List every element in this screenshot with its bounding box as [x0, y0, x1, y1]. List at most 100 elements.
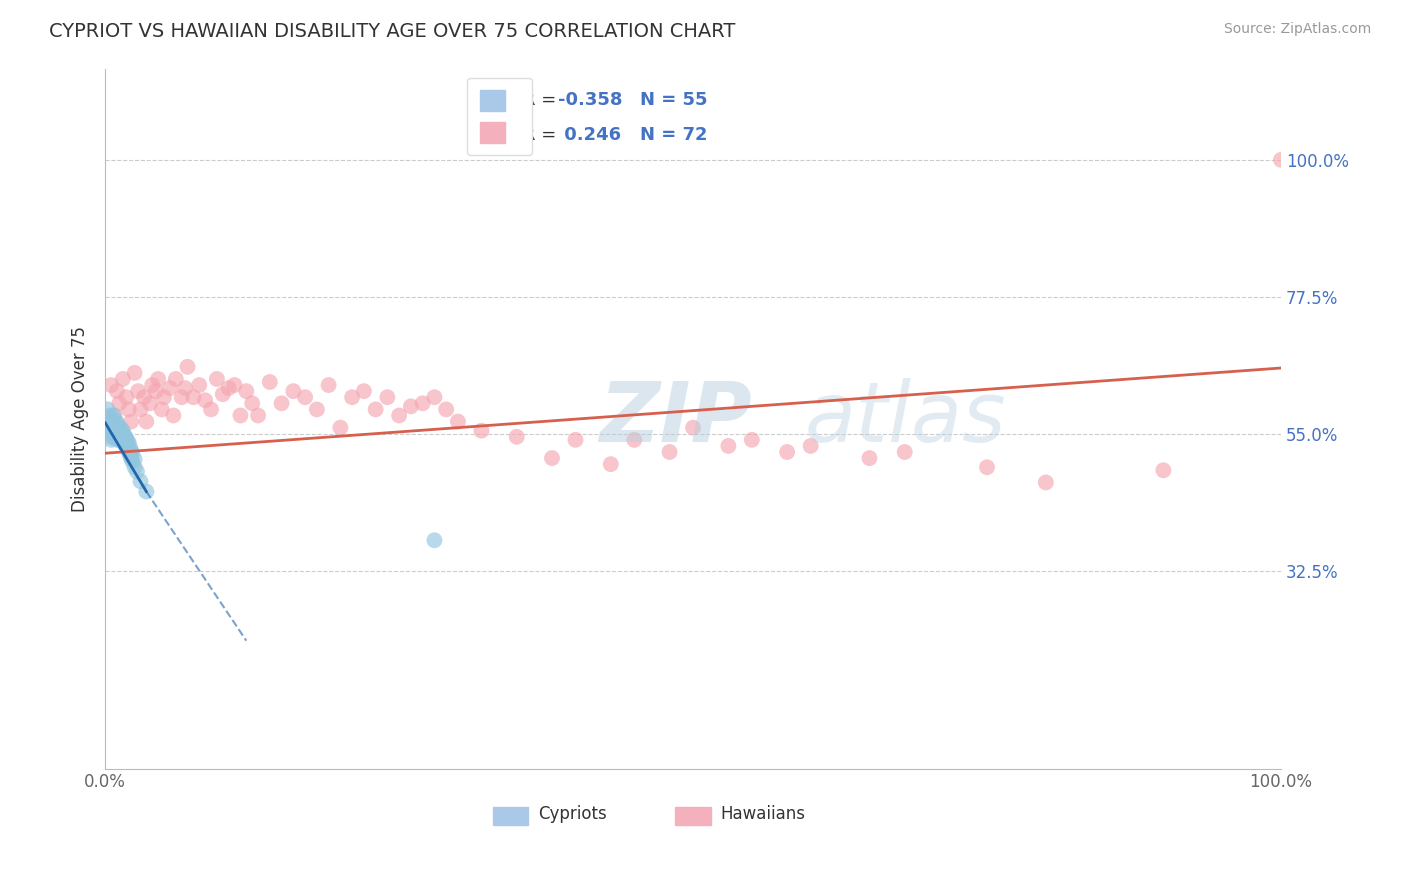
Point	[115, 440, 138, 454]
Point	[104, 420, 127, 434]
Point	[139, 396, 162, 410]
Point	[124, 452, 146, 467]
Point	[447, 415, 470, 429]
Point	[111, 434, 134, 448]
Point	[682, 420, 704, 434]
Point	[141, 378, 163, 392]
Point	[423, 390, 446, 404]
Point	[434, 402, 457, 417]
Point	[340, 390, 363, 404]
Point	[135, 415, 157, 429]
Point	[115, 432, 138, 446]
Point	[101, 420, 124, 434]
Point	[377, 390, 399, 404]
Point	[111, 425, 134, 440]
Point	[506, 430, 529, 444]
Point	[541, 451, 564, 466]
Point	[176, 359, 198, 374]
Point	[399, 400, 422, 414]
Point	[117, 442, 139, 456]
Point	[125, 465, 148, 479]
Point	[117, 434, 139, 448]
Text: CYPRIOT VS HAWAIIAN DISABILITY AGE OVER 75 CORRELATION CHART: CYPRIOT VS HAWAIIAN DISABILITY AGE OVER …	[49, 22, 735, 41]
FancyBboxPatch shape	[494, 807, 529, 824]
Point	[658, 445, 681, 459]
Point	[108, 422, 131, 436]
Point	[101, 411, 124, 425]
Point	[174, 381, 197, 395]
Point	[205, 372, 228, 386]
Point	[97, 420, 120, 434]
Point	[100, 415, 122, 429]
Text: ZIP: ZIP	[599, 378, 752, 459]
Point	[1152, 463, 1174, 477]
Point	[118, 448, 141, 462]
Point	[100, 433, 122, 447]
Point	[100, 378, 122, 392]
Point	[162, 409, 184, 423]
Point	[776, 445, 799, 459]
Point	[121, 446, 143, 460]
Point	[470, 424, 492, 438]
Point	[97, 402, 120, 417]
Point	[423, 533, 446, 548]
Point	[717, 439, 740, 453]
Point	[388, 409, 411, 423]
Point	[104, 415, 127, 429]
Point	[104, 430, 127, 444]
Point	[114, 430, 136, 444]
Point	[364, 402, 387, 417]
Point	[1270, 153, 1292, 167]
Point	[103, 426, 125, 441]
Text: 0.246: 0.246	[558, 126, 621, 144]
Text: -0.358: -0.358	[558, 91, 623, 109]
Point	[976, 460, 998, 475]
Point	[110, 420, 132, 434]
Point	[800, 439, 823, 453]
Point	[132, 390, 155, 404]
Point	[283, 384, 305, 398]
Point	[104, 409, 127, 423]
Point	[165, 372, 187, 386]
Point	[124, 460, 146, 475]
Point	[318, 378, 340, 392]
Point	[150, 402, 173, 417]
Point	[858, 451, 880, 466]
Point	[118, 445, 141, 459]
Point	[229, 409, 252, 423]
Point	[105, 424, 128, 438]
FancyBboxPatch shape	[675, 807, 710, 824]
Text: N = 55: N = 55	[640, 91, 707, 109]
Point	[103, 409, 125, 423]
Point	[98, 409, 121, 423]
Point	[329, 420, 352, 434]
Point	[135, 484, 157, 499]
Point	[105, 433, 128, 447]
Point	[200, 402, 222, 417]
Point	[111, 433, 134, 447]
Point	[98, 417, 121, 432]
Point	[194, 393, 217, 408]
Point	[107, 426, 129, 441]
Point	[98, 430, 121, 444]
Point	[118, 440, 141, 454]
Point	[129, 402, 152, 417]
Point	[188, 378, 211, 392]
Point	[623, 433, 645, 447]
Point	[104, 424, 127, 438]
Point	[103, 417, 125, 432]
Point	[183, 390, 205, 404]
Point	[218, 381, 240, 395]
Point	[97, 411, 120, 425]
Point	[893, 445, 915, 459]
Point	[129, 474, 152, 488]
Point	[108, 396, 131, 410]
Point	[211, 387, 233, 401]
Point	[114, 438, 136, 452]
Point	[110, 430, 132, 444]
Point	[107, 419, 129, 434]
Point	[240, 396, 263, 410]
Text: R =: R =	[523, 126, 561, 144]
Text: R =: R =	[523, 91, 561, 109]
Point	[97, 415, 120, 429]
